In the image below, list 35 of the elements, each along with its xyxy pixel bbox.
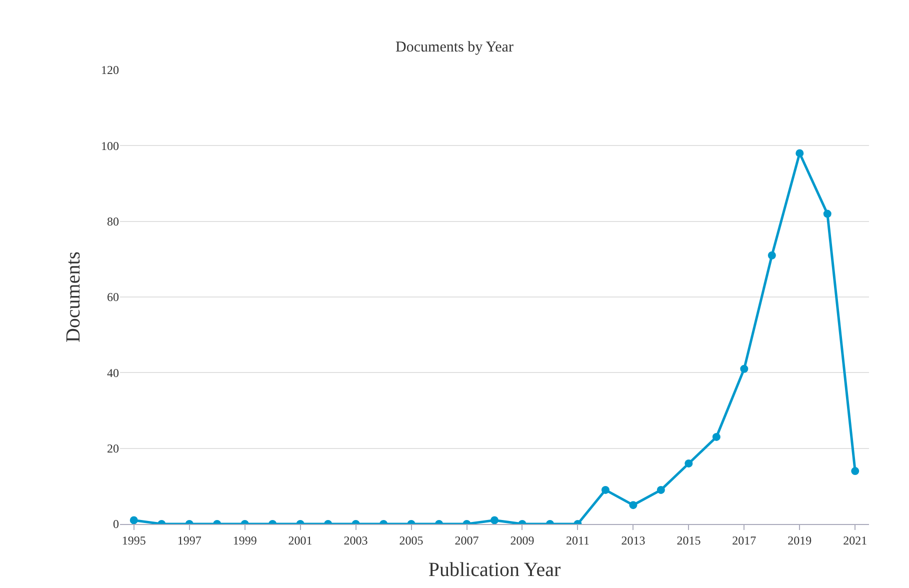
y-tick-label: 40 <box>107 366 119 380</box>
y-tick-label: 60 <box>107 290 119 304</box>
x-tick-label: 2011 <box>566 533 590 548</box>
y-tick-label: 20 <box>107 442 119 456</box>
point <box>684 459 693 468</box>
y-tick-label: 100 <box>101 138 119 153</box>
chart-title: Documents by Year <box>396 40 514 56</box>
x-tick-label: 2009 <box>510 533 534 548</box>
point <box>796 149 804 158</box>
point <box>851 467 860 476</box>
x-tick-label: 2003 <box>344 533 368 548</box>
x-tick-label: 1999 <box>232 533 257 548</box>
x-tick-label: 2013 <box>621 533 646 548</box>
point <box>768 251 776 260</box>
y-tick-label: 0 <box>113 517 119 532</box>
point <box>490 516 498 524</box>
point <box>712 432 720 441</box>
point <box>601 486 610 494</box>
y-tick-label: 80 <box>107 214 119 229</box>
x-tick-label: 2001 <box>288 533 312 548</box>
x-tick-label: 2015 <box>676 533 701 548</box>
point <box>656 486 665 494</box>
x-tick-label: 2005 <box>399 533 424 548</box>
x-tick-label: 2021 <box>843 533 868 548</box>
point <box>823 210 832 218</box>
x-axis-title: Publication Year <box>428 558 561 581</box>
x-tick-label: 2017 <box>732 533 756 548</box>
point <box>130 516 138 524</box>
y-axis-title: Documents <box>62 251 84 343</box>
x-tick-label: 2019 <box>788 533 812 548</box>
x-tick-label: 1997 <box>177 533 202 548</box>
y-tick-label: 120 <box>101 63 119 78</box>
x-tick-label: 1995 <box>122 533 146 548</box>
point <box>740 364 748 373</box>
x-tick-label: 2007 <box>454 533 479 548</box>
